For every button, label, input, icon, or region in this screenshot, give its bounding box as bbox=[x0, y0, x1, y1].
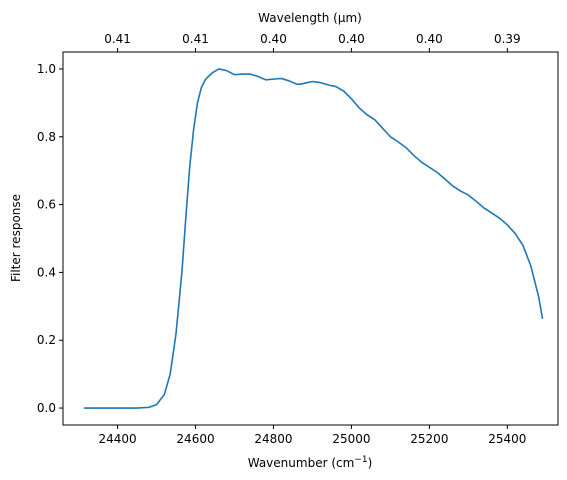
plot-frame bbox=[62, 51, 559, 426]
top-tick-label: 0.40 bbox=[416, 32, 443, 46]
x-tick-label: 24400 bbox=[98, 432, 136, 446]
x-axis-label-main: Wavenumber (cm bbox=[248, 456, 355, 470]
top-axis-label: Wavelength (μm) bbox=[258, 11, 362, 25]
y-tick-label: 1.0 bbox=[37, 62, 56, 76]
x-tick-label: 25000 bbox=[332, 432, 370, 446]
plot-area bbox=[63, 52, 558, 425]
top-tick-label: 0.40 bbox=[338, 32, 365, 46]
top-tick-label: 0.41 bbox=[182, 32, 209, 46]
chart-marks: 24400 24600 24800 25000 25200 25400 0.41 0.41 0.… bbox=[37, 32, 544, 446]
y-axis-label: Filter response bbox=[9, 194, 23, 282]
top-tick-label: 0.40 bbox=[260, 32, 287, 46]
x-tick-label: 25400 bbox=[488, 432, 526, 446]
x-tick-label: 24600 bbox=[176, 432, 214, 446]
x-axis-label: Wavenumber (cm−1) bbox=[248, 455, 373, 470]
y-tick-label: 0.2 bbox=[37, 333, 56, 347]
x-axis-label-sup: −1 bbox=[354, 455, 367, 465]
filter-response-line bbox=[83, 68, 544, 409]
y-tick-label: 0.6 bbox=[37, 198, 56, 212]
y-tick-label: 0.0 bbox=[37, 401, 56, 415]
x-axis-label-close: ) bbox=[368, 456, 373, 470]
top-tick-label: 0.39 bbox=[494, 32, 521, 46]
x-tick-label: 25200 bbox=[410, 432, 448, 446]
x-tick-label: 24800 bbox=[254, 432, 292, 446]
top-tick-label: 0.41 bbox=[104, 32, 131, 46]
y-tick-label: 0.4 bbox=[37, 265, 56, 279]
y-tick-label: 0.8 bbox=[37, 130, 56, 144]
